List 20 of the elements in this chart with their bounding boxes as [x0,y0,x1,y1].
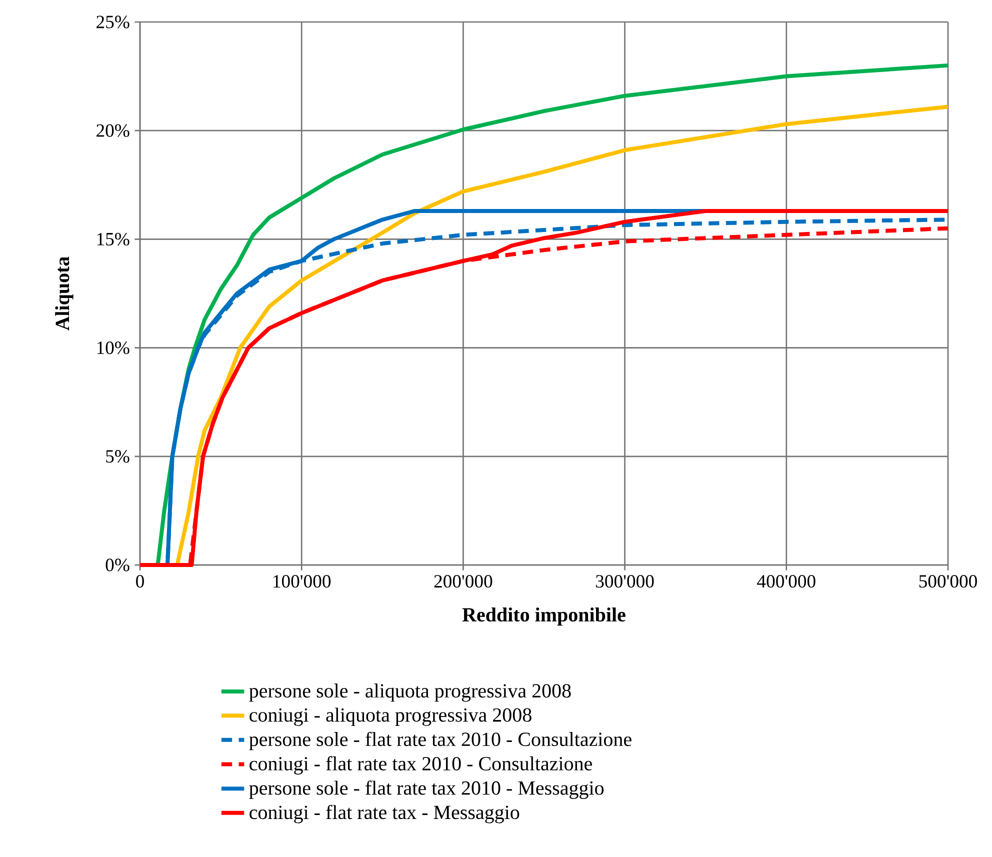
x-tick-label: 100'000 [274,575,331,588]
legend-label: coniugi - flat rate tax - Messaggio [250,804,520,824]
y-tick-label: 5% [106,450,130,463]
legend-label: coniugi - aliquota progressiva 2008 [250,708,532,726]
y-tick-label: 25% [96,16,130,28]
x-tick-label: 400'000 [757,575,816,588]
x-tick-label: 500'000 [919,575,977,588]
x-tick-label: 300'000 [596,575,654,588]
x-axis-title: Reddito imponibile [462,607,626,626]
y-tick-label: 10% [97,341,130,354]
x-tick-label: 0 [136,575,144,588]
x-tick-label: 200'000 [434,575,492,588]
legend-label: coniugi - flat rate tax 2010 - Consultazione [250,756,592,775]
y-axis-title: Aliquota [55,256,74,331]
legend-label: persone sole - flat rate tax 2010 - Consultazione [249,732,632,750]
y-tick-label: 20% [96,124,130,137]
legend-label: persone sole - flat rate tax 2010 - Messaggio [249,780,604,799]
y-tick-label: 15% [97,232,130,246]
y-tick-label: 0% [106,558,130,572]
legend-label: persone sole - aliquota progressiva 2008 [249,684,571,702]
